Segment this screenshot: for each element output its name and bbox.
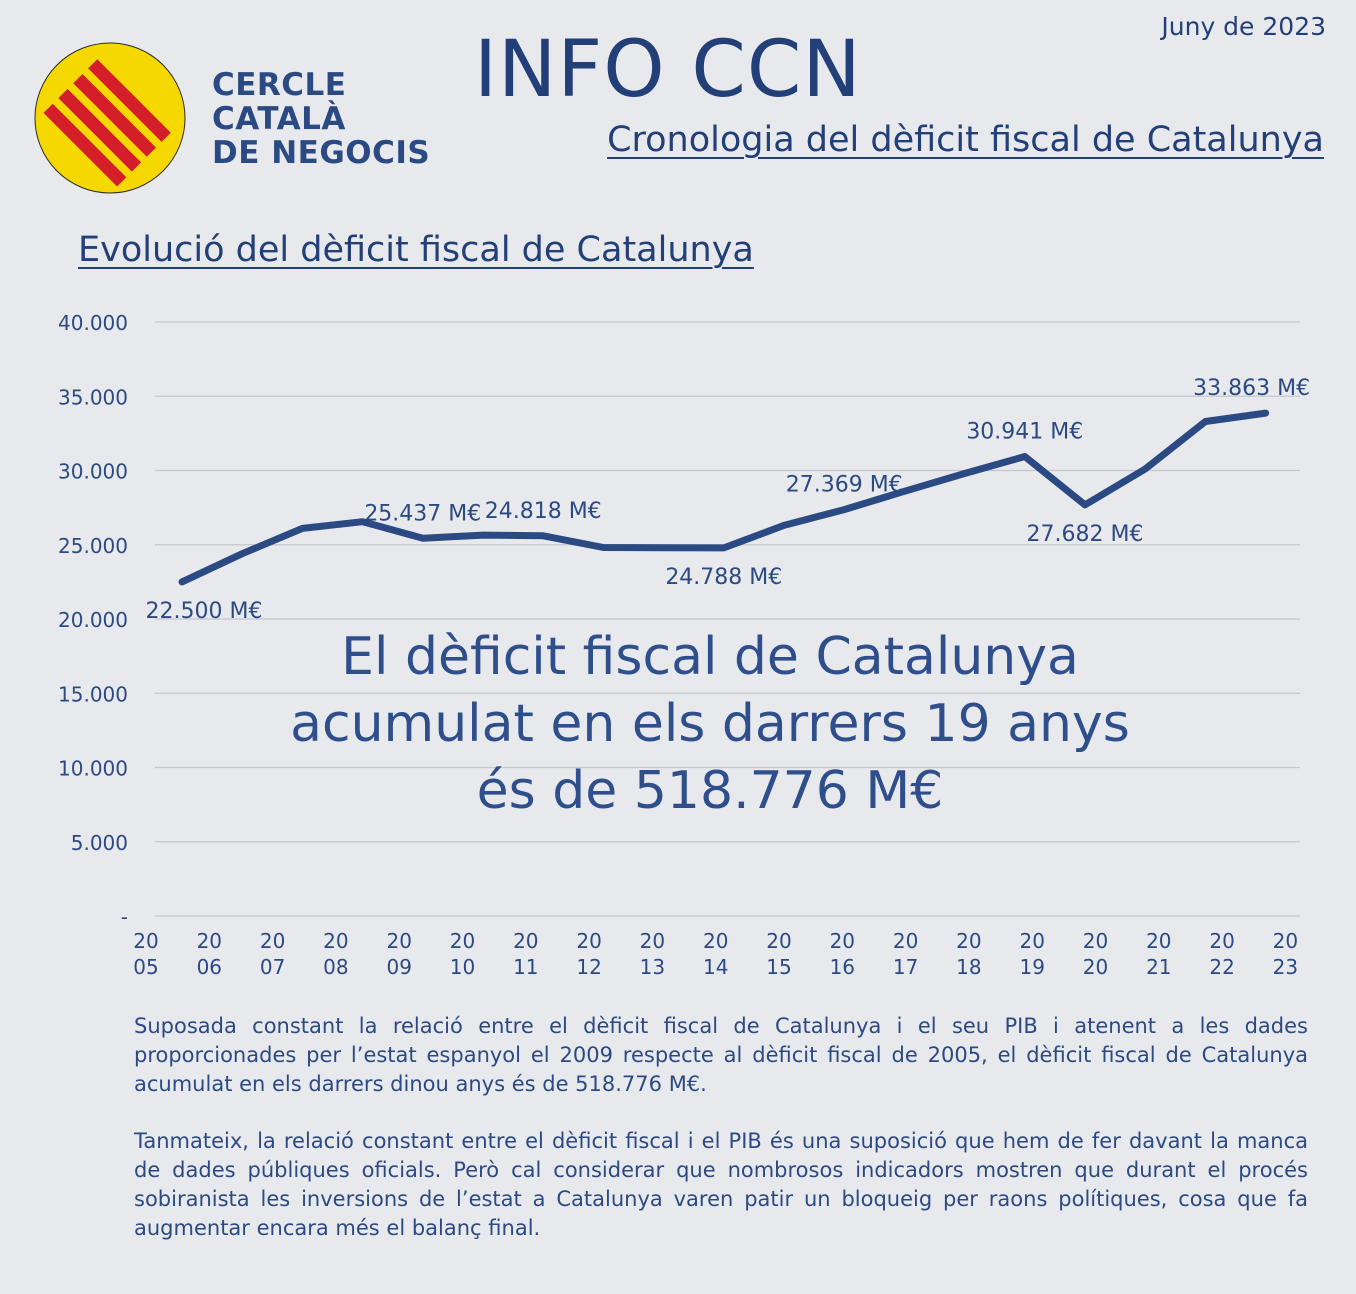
- x-tick-label: 20 07: [260, 929, 285, 979]
- data-point: [783, 524, 785, 526]
- x-tick-label: 20 08: [323, 929, 348, 979]
- org-name-line: DE NEGOCIS: [212, 135, 431, 171]
- data-point: [301, 527, 303, 529]
- page-title: INFO CCN: [474, 25, 862, 115]
- x-tick-label: 20 06: [197, 929, 222, 979]
- y-tick-label: 40.000: [58, 311, 128, 335]
- data-point: [542, 535, 544, 537]
- data-point: [482, 534, 484, 536]
- x-tick-label: 20 13: [640, 929, 665, 979]
- data-label: 24.818 M€: [485, 499, 602, 524]
- paragraph: Suposada constant la relació entre el dè…: [134, 1014, 1308, 1096]
- x-tick-label: 20 23: [1273, 929, 1298, 979]
- y-tick-label: 35.000: [58, 385, 128, 409]
- x-tick-label: 20 17: [893, 929, 918, 979]
- data-point: [663, 547, 665, 549]
- y-tick-label: 10.000: [58, 757, 128, 781]
- data-point: [1084, 504, 1086, 506]
- body-text: Suposada constant la relació entre el dè…: [134, 1012, 1308, 1271]
- data-point: [964, 472, 966, 474]
- data-label: 24.788 M€: [665, 565, 782, 590]
- org-name: CERCLE CATALÀ DE NEGOCIS: [212, 68, 430, 170]
- x-tick-label: 20 15: [766, 929, 791, 979]
- data-point: [903, 490, 905, 492]
- x-tick-label: 20 20: [1083, 929, 1108, 979]
- x-tick-label: 20 14: [703, 929, 728, 979]
- data-point: [1144, 468, 1146, 470]
- annotation-line: és de 518.776 M€: [476, 761, 944, 821]
- data-point: [602, 546, 604, 548]
- data-label: 25.437 M€: [364, 501, 481, 526]
- data-point: [1024, 456, 1026, 458]
- data-point: [362, 521, 364, 523]
- x-tick-label: 20 21: [1146, 929, 1171, 979]
- x-tick-label: 20 22: [1209, 929, 1234, 979]
- y-tick-label: 5.000: [71, 831, 128, 855]
- data-point: [1265, 412, 1267, 414]
- x-tick-label: 20 18: [956, 929, 981, 979]
- paragraph: Tanmateix, la relació constant entre el …: [134, 1129, 1308, 1240]
- data-point: [723, 547, 725, 549]
- org-name-line: CATALÀ: [212, 101, 346, 137]
- data-label: 33.863 M€: [1193, 376, 1310, 401]
- y-tick-label: 30.000: [58, 460, 128, 484]
- x-tick-label: 20 05: [133, 929, 158, 979]
- y-tick-label: 20.000: [58, 608, 128, 632]
- x-tick-label: 20 09: [386, 929, 411, 979]
- data-label: 27.682 M€: [1027, 522, 1144, 547]
- data-point: [843, 509, 845, 511]
- data-point: [181, 581, 183, 583]
- data-point: [1204, 420, 1206, 422]
- x-tick-label: 20 11: [513, 929, 538, 979]
- annotation-line: El dèficit fiscal de Catalunya: [341, 627, 1079, 687]
- org-name-line: CERCLE: [212, 67, 347, 103]
- y-tick-label: 15.000: [58, 682, 128, 706]
- data-point: [422, 537, 424, 539]
- publication-date: Juny de 2023: [1161, 12, 1326, 41]
- data-label: 30.941 M€: [966, 420, 1083, 445]
- y-tick-label: -: [121, 905, 128, 929]
- x-tick-label: 20 16: [830, 929, 855, 979]
- cercle-catala-logo: [34, 42, 186, 194]
- page-subtitle: Cronologia del dèficit fiscal de Catalun…: [607, 120, 1324, 160]
- y-tick-label: 25.000: [58, 534, 128, 558]
- x-tick-label: 20 19: [1019, 929, 1044, 979]
- data-point: [241, 553, 243, 555]
- series-line: [178, 409, 1270, 586]
- chart-title: Evolució del dèficit fiscal de Catalunya: [78, 230, 754, 270]
- annotation-line: acumulat en els darrers 19 anys: [290, 694, 1130, 754]
- data-label: 22.500 M€: [146, 599, 263, 624]
- data-label: 27.369 M€: [786, 473, 903, 498]
- x-tick-label: 20 12: [576, 929, 601, 979]
- x-tick-label: 20 10: [450, 929, 475, 979]
- line-chart: - 5.000 10.000 15.000 20.000 25.000 30.000 35.0…: [58, 311, 1310, 979]
- chart-annotation: El dèficit fiscal de Catalunya acumulat …: [230, 624, 1190, 825]
